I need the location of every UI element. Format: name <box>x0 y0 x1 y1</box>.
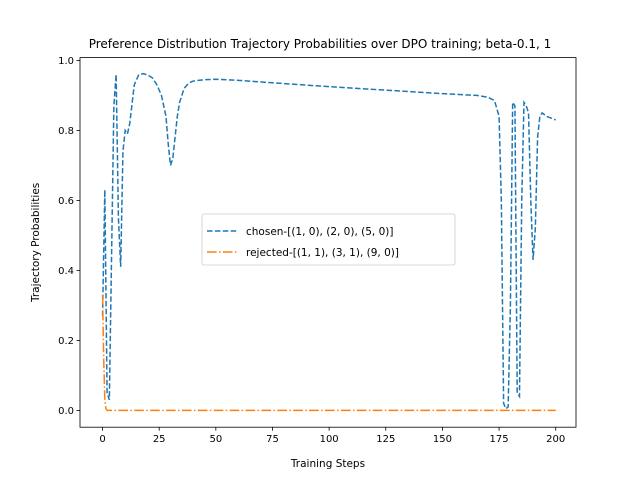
x-axis-ticks: 0 25 50 75 100 125 150 175 200 <box>99 427 565 445</box>
y-tick-label: 0.6 <box>58 196 74 207</box>
legend: chosen-[(1, 0), (2, 0), (5, 0)] rejected… <box>201 213 456 266</box>
x-tick-label: 25 <box>153 434 166 445</box>
x-tick-label: 200 <box>546 434 565 445</box>
y-tick-label: 0.4 <box>58 266 74 277</box>
legend-box <box>201 213 456 266</box>
y-axis-ticks: 0.0 0.2 0.4 0.6 0.8 1.0 <box>58 56 80 417</box>
y-tick-label: 0.0 <box>58 406 74 417</box>
plot-frame <box>79 57 577 428</box>
x-axis-label: Training Steps <box>290 458 365 470</box>
series-line-rejected <box>101 294 556 412</box>
x-tick-label: 50 <box>209 434 222 445</box>
chart-title: Preference Distribution Trajectory Proba… <box>89 37 552 51</box>
x-tick-label: 125 <box>376 434 395 445</box>
x-tick-label: 75 <box>266 434 279 445</box>
y-axis-label: Trajectory Probabilities <box>30 183 42 303</box>
x-tick-label: 0 <box>99 434 105 445</box>
plot-area <box>101 72 556 412</box>
y-tick-label: 0.2 <box>58 336 74 347</box>
series-layer <box>101 72 556 412</box>
x-tick-label: 150 <box>433 434 452 445</box>
x-tick-label: 175 <box>490 434 509 445</box>
y-tick-label: 1.0 <box>58 56 74 67</box>
legend-label-rejected: rejected-[(1, 1), (3, 1), (9, 0)] <box>246 247 399 259</box>
y-tick-label: 0.8 <box>58 126 74 137</box>
x-tick-label: 100 <box>320 434 339 445</box>
legend-label-chosen: chosen-[(1, 0), (2, 0), (5, 0)] <box>246 226 393 238</box>
series-line-chosen <box>101 72 556 410</box>
